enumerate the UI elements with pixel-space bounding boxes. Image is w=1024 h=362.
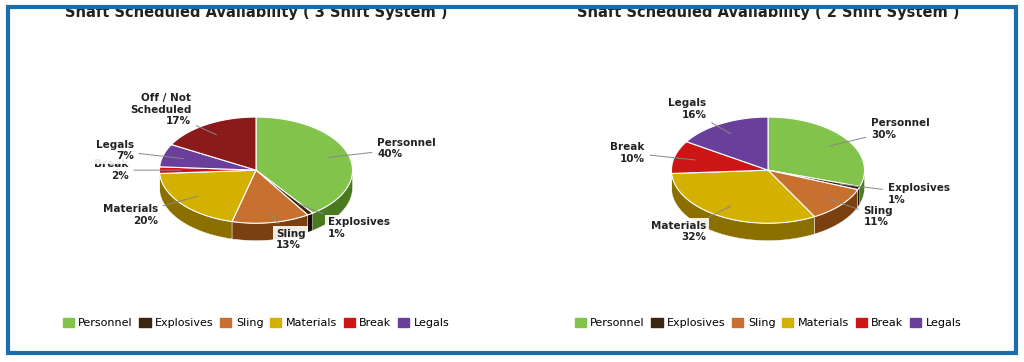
Text: Sling
13%: Sling 13%: [269, 212, 305, 250]
Text: Materials
20%: Materials 20%: [102, 196, 198, 226]
Polygon shape: [768, 117, 864, 186]
Text: Sling
11%: Sling 11%: [825, 197, 893, 227]
Polygon shape: [672, 173, 814, 241]
Polygon shape: [768, 170, 860, 190]
Polygon shape: [312, 171, 352, 231]
Polygon shape: [860, 170, 864, 204]
Text: Explosives
1%: Explosives 1%: [839, 183, 950, 205]
Polygon shape: [160, 173, 232, 239]
Text: Break
2%: Break 2%: [94, 159, 181, 181]
Polygon shape: [672, 142, 768, 173]
Title: Shaft Scheduled Availability ( 3 Shift System ): Shaft Scheduled Availability ( 3 Shift S…: [65, 5, 447, 20]
Legend: Personnel, Explosives, Sling, Materials, Break, Legals: Personnel, Explosives, Sling, Materials,…: [570, 313, 966, 333]
Text: Personnel
40%: Personnel 40%: [328, 138, 436, 159]
Polygon shape: [160, 167, 256, 173]
Text: Materials
32%: Materials 32%: [651, 206, 731, 242]
Polygon shape: [814, 190, 858, 234]
Text: Off / Not
Scheduled
17%: Off / Not Scheduled 17%: [130, 93, 217, 135]
Polygon shape: [768, 170, 858, 217]
Polygon shape: [672, 170, 814, 223]
Polygon shape: [858, 186, 860, 207]
Text: Personnel
30%: Personnel 30%: [829, 118, 930, 146]
Text: Explosives
1%: Explosives 1%: [299, 204, 389, 239]
Polygon shape: [686, 117, 768, 170]
Polygon shape: [171, 117, 256, 170]
Legend: Personnel, Explosives, Sling, Materials, Break, Legals: Personnel, Explosives, Sling, Materials,…: [58, 313, 454, 333]
Text: Break
10%: Break 10%: [610, 142, 695, 164]
Polygon shape: [232, 170, 308, 223]
Title: Shaft Scheduled Availability ( 2 Shift System ): Shaft Scheduled Availability ( 2 Shift S…: [577, 5, 959, 20]
Text: Legals
16%: Legals 16%: [669, 98, 731, 134]
Polygon shape: [160, 144, 256, 170]
Polygon shape: [256, 170, 312, 215]
Polygon shape: [160, 170, 256, 222]
Polygon shape: [308, 213, 312, 232]
Polygon shape: [232, 215, 308, 241]
Polygon shape: [256, 117, 352, 213]
Text: Legals
7%: Legals 7%: [95, 140, 183, 161]
